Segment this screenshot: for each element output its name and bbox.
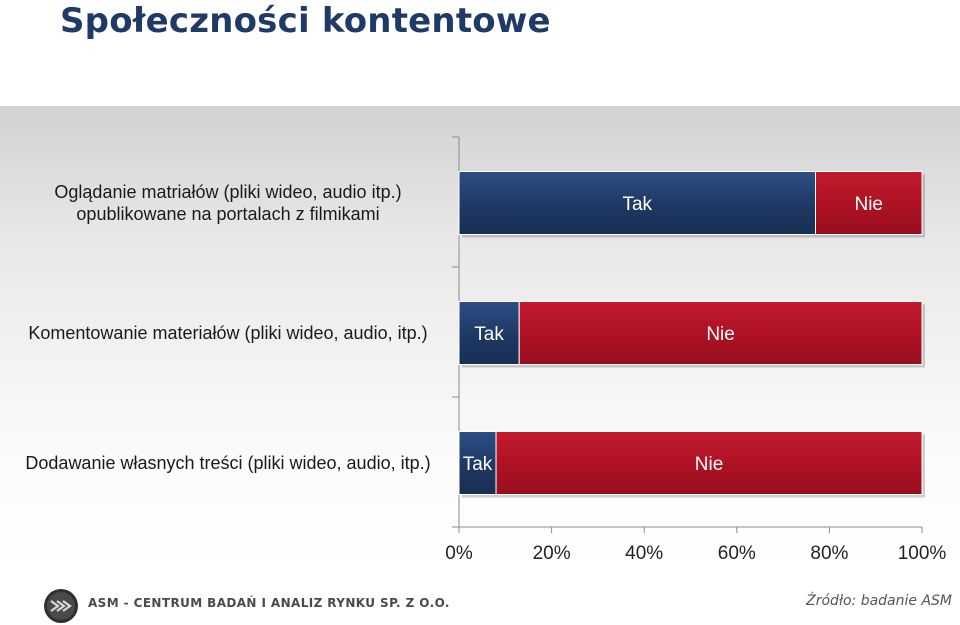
bar-tak-2 <box>458 301 520 365</box>
bar-nie-2 <box>518 301 923 365</box>
category-label-1: Oglądanie matriałów (pliki wideo, audio … <box>54 182 401 224</box>
bar-nie-3 <box>495 431 923 495</box>
bar-tak-3 <box>458 431 497 495</box>
bar-label-tak: Tak <box>622 194 652 215</box>
x-tick-label: 0% <box>445 543 473 564</box>
bar-label-tak: Tak <box>463 454 493 475</box>
bar-label-nie: Nie <box>854 194 883 215</box>
bar-label-nie: Nie <box>706 324 735 345</box>
x-tick-label: 40% <box>625 543 663 564</box>
x-tick-labels: 0% 20% 40% 60% 80% 100% <box>445 543 946 564</box>
x-tick-label: 100% <box>898 543 947 564</box>
x-tick-label: 20% <box>533 543 571 564</box>
x-tick-label: 80% <box>810 543 848 564</box>
bar-nie-1 <box>815 171 923 235</box>
bar-label-tak: Tak <box>474 324 504 345</box>
asm-logo-icon <box>44 589 78 623</box>
slide-title: Społeczności kontentowe <box>60 1 551 41</box>
chart-bars: Tak Nie Tak Nie Tak Nie <box>458 171 925 498</box>
source-note: Źródło: badanie ASM <box>806 593 952 609</box>
company-name: ASM - CENTRUM BADAŃ I ANALIZ RYNKU SP. Z… <box>88 596 450 610</box>
x-tick-label: 60% <box>718 543 756 564</box>
category-label-3: Dodawanie własnych treści (pliki wideo, … <box>25 453 430 473</box>
category-labels: Oglądanie matriałów (pliki wideo, audio … <box>25 182 430 473</box>
category-label-2: Komentowanie materiałów (pliki wideo, au… <box>28 323 427 343</box>
bar-label-nie: Nie <box>695 454 724 475</box>
